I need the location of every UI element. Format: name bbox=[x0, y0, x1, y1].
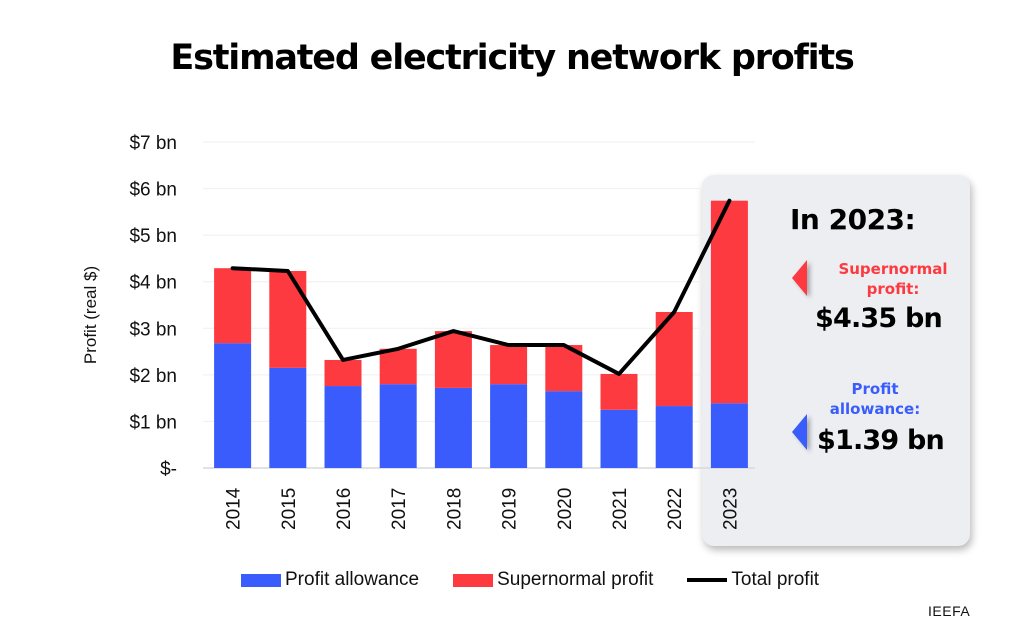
y-tick-label: $5 bn bbox=[129, 226, 177, 247]
bar-supernormal-profit-2019 bbox=[490, 345, 528, 385]
legend-swatch-supernormal bbox=[453, 573, 494, 587]
bar-profit-allowance-2017 bbox=[379, 384, 417, 468]
allowance-callout-label: Profit allowance: bbox=[800, 379, 950, 419]
chart-title: Estimated electricity network profits bbox=[170, 38, 854, 78]
y-tick-label: $3 bn bbox=[129, 319, 177, 340]
supernormal-callout-value: $4.35 bn bbox=[815, 303, 943, 334]
bar-profit-allowance-2015 bbox=[269, 367, 307, 468]
x-tick-label: 2023 bbox=[720, 488, 741, 530]
bar-supernormal-profit-2023 bbox=[710, 200, 748, 404]
allowance-label-line1: Profit bbox=[851, 380, 899, 398]
bar-profit-allowance-2020 bbox=[545, 391, 583, 468]
x-tick-labels: 2014 2015 2016 2017 2018 2019 2020 2021 2022 2023 bbox=[224, 487, 742, 530]
x-tick-label: 2022 bbox=[665, 488, 686, 530]
allowance-callout-value: $1.39 bn bbox=[817, 425, 945, 456]
line-total-profit bbox=[230, 198, 732, 376]
supernormal-callout-label: Supernormal profit: bbox=[818, 259, 968, 299]
bar-supernormal-profit-2016 bbox=[324, 359, 362, 387]
y-tick-labels: $- $1 bn $2 bn $3 bn $4 bn $5 bn $6 bn $7 bn bbox=[129, 133, 177, 480]
bar-profit-allowance-2023 bbox=[710, 403, 748, 468]
x-tick-label: 2021 bbox=[610, 488, 631, 530]
legend-item-allowance: Profit allowance bbox=[241, 569, 419, 591]
bar-supernormal-profit-2018 bbox=[434, 331, 472, 388]
supernormal-pointer-icon bbox=[792, 260, 807, 296]
bar-profit-allowance-2018 bbox=[434, 387, 472, 468]
bar-profit-allowance-2021 bbox=[600, 409, 638, 468]
y-tick-label: $- bbox=[160, 459, 177, 480]
x-tick-label: 2016 bbox=[334, 488, 355, 530]
legend-swatch-total bbox=[687, 578, 728, 582]
source-label: IEEFA bbox=[928, 603, 971, 619]
y-tick-label: $1 bn bbox=[129, 412, 177, 433]
x-tick-label: 2019 bbox=[500, 488, 521, 530]
x-tick-label: 2020 bbox=[555, 488, 576, 530]
legend-label-supernormal: Supernormal profit bbox=[497, 569, 654, 590]
x-tick-label: 2017 bbox=[389, 488, 410, 530]
bar-profit-allowance-2019 bbox=[490, 384, 528, 468]
bar-supernormal-profit-2015 bbox=[269, 271, 307, 368]
bars bbox=[214, 200, 748, 468]
bar-supernormal-profit-2021 bbox=[600, 373, 638, 410]
x-tick-label: 2018 bbox=[444, 488, 465, 530]
y-tick-label: $6 bn bbox=[129, 180, 177, 201]
allowance-pointer-icon bbox=[792, 414, 807, 450]
bar-profit-allowance-2022 bbox=[655, 406, 693, 468]
x-tick-label: 2014 bbox=[224, 487, 245, 530]
total-profit-line bbox=[230, 198, 732, 376]
legend-item-total: Total profit bbox=[687, 569, 819, 591]
bar-profit-allowance-2016 bbox=[324, 386, 362, 468]
allowance-label-line2: allowance: bbox=[829, 400, 921, 418]
bar-supernormal-profit-2017 bbox=[379, 348, 417, 385]
bar-supernormal-profit-2014 bbox=[214, 268, 252, 344]
legend: Profit allowance Supernormal profit Tota… bbox=[241, 569, 853, 591]
legend-item-supernormal: Supernormal profit bbox=[453, 569, 653, 591]
y-axis-label: Profit (real $) bbox=[81, 266, 100, 364]
supernormal-label-line1: Supernormal bbox=[838, 260, 948, 278]
supernormal-label-line2: profit: bbox=[866, 280, 920, 298]
y-tick-label: $4 bn bbox=[129, 273, 177, 294]
annotation-heading: In 2023: bbox=[790, 203, 916, 236]
bar-profit-allowance-2014 bbox=[214, 343, 252, 468]
y-tick-label: $2 bn bbox=[129, 366, 177, 387]
legend-label-allowance: Profit allowance bbox=[285, 569, 420, 590]
legend-label-total: Total profit bbox=[731, 569, 820, 590]
y-tick-label: $7 bn bbox=[129, 133, 177, 154]
x-tick-label: 2015 bbox=[279, 488, 300, 530]
legend-swatch-allowance bbox=[241, 573, 281, 587]
